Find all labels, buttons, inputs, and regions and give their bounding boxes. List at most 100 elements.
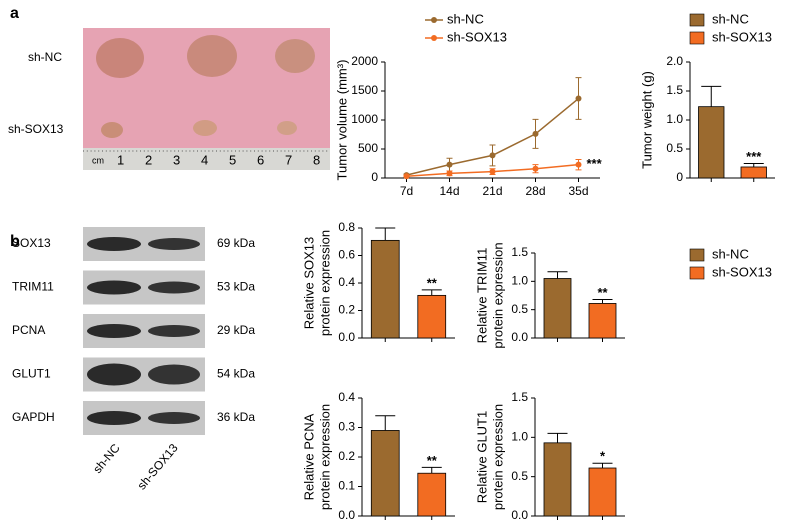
- y-tick-label: 0.5: [511, 469, 528, 483]
- legend-swatch: [689, 13, 705, 27]
- blot-band: [87, 280, 141, 295]
- error-bar: [375, 227, 396, 241]
- y-tick-label: 0.2: [338, 303, 355, 317]
- legend-marker: [431, 17, 437, 23]
- error-bar: [547, 432, 568, 443]
- y-tick-label: 0.6: [338, 248, 355, 262]
- y-tick-label: 0.0: [511, 330, 528, 344]
- blot-band: [87, 363, 141, 386]
- annotation: **: [427, 453, 438, 468]
- x-tick-label: 28d: [525, 184, 545, 198]
- protein-label: TRIM11: [12, 280, 54, 294]
- point: [403, 173, 410, 180]
- y-tick-label: 1000: [351, 112, 378, 126]
- y-axis-label: Tumor weight (g): [639, 71, 654, 169]
- size-label: 29 kDa: [217, 323, 255, 337]
- bar: [588, 303, 617, 339]
- error-bar: [701, 85, 722, 107]
- tumor-photo: [83, 28, 330, 170]
- bar: [417, 294, 447, 339]
- bar: [740, 166, 767, 179]
- ruler-label: 4: [201, 152, 208, 167]
- y-tick-label: 0.2: [338, 449, 355, 463]
- y-tick-label: 0.0: [511, 508, 528, 520]
- y-tick-label: 1.0: [511, 430, 528, 444]
- x-tick-label: 35d: [568, 184, 588, 198]
- bar: [370, 239, 400, 339]
- y-tick-label: 1.5: [666, 83, 683, 97]
- error-bar: [743, 163, 764, 167]
- row-label: sh-NC: [28, 50, 62, 64]
- annotation: ***: [587, 156, 603, 171]
- blot-band: [148, 281, 200, 294]
- blot-band: [148, 364, 200, 385]
- error-bar: [421, 466, 442, 474]
- legend-label: sh-NC: [712, 11, 749, 26]
- y-tick-label: 1.0: [511, 274, 528, 288]
- blot-band: [87, 411, 141, 425]
- point: [446, 161, 453, 168]
- y-tick-label: 0.4: [338, 390, 355, 404]
- y-tick-label: 0.8: [338, 220, 355, 234]
- y-tick-label: 2000: [351, 54, 378, 68]
- ruler-label: 1: [117, 152, 124, 167]
- y-axis-label: Tumor volume (mm³): [334, 60, 349, 181]
- size-label: 69 kDa: [217, 236, 255, 250]
- y-tick-label: 0.1: [338, 479, 355, 493]
- y-tick-label: 0.5: [666, 141, 683, 155]
- y-tick-label: 1.5: [511, 245, 528, 259]
- legend-label: sh-SOX13: [712, 264, 772, 279]
- ruler-label: 8: [313, 152, 320, 167]
- y-axis-label: protein expression: [317, 230, 332, 336]
- x-tick-label: 7d: [400, 184, 413, 198]
- protein-label: SOX13: [12, 236, 51, 250]
- blot-band: [87, 324, 141, 338]
- legend-swatch: [689, 248, 705, 262]
- y-tick-label: 1.0: [666, 112, 683, 126]
- legend-label: sh-SOX13: [447, 29, 507, 44]
- y-tick-label: 0.5: [511, 302, 528, 316]
- bar: [417, 472, 447, 517]
- y-tick-label: 0: [371, 170, 378, 184]
- legend-label: sh-NC: [712, 246, 749, 261]
- size-label: 54 kDa: [217, 367, 255, 381]
- error-bar: [375, 415, 396, 431]
- annotation: **: [597, 285, 608, 300]
- panel-letter: a: [10, 5, 19, 22]
- annotation: ***: [746, 149, 762, 164]
- point: [446, 170, 453, 177]
- y-axis-label: protein expression: [317, 404, 332, 510]
- y-tick-label: 1.5: [511, 390, 528, 404]
- blot-band: [87, 237, 141, 251]
- legend-marker: [431, 35, 437, 41]
- ruler-label: 3: [173, 152, 180, 167]
- size-label: 53 kDa: [217, 280, 255, 294]
- y-tick-label: 0.0: [338, 330, 355, 344]
- bar: [370, 430, 400, 517]
- protein-label: GLUT1: [12, 367, 51, 381]
- point: [575, 161, 582, 168]
- legend-label: sh-NC: [447, 11, 484, 26]
- error-bar: [547, 271, 568, 279]
- y-tick-label: 500: [358, 141, 378, 155]
- legend-swatch: [689, 31, 705, 45]
- y-tick-label: 0.4: [338, 275, 355, 289]
- x-tick-label: 14d: [439, 184, 459, 198]
- ruler-label: 2: [145, 152, 152, 167]
- bar: [698, 106, 725, 179]
- y-axis-label: Relative SOX13: [301, 237, 316, 330]
- blot-band: [148, 412, 200, 424]
- row-label: sh-SOX13: [8, 122, 64, 136]
- size-label: 36 kDa: [217, 410, 255, 424]
- legend-label: sh-SOX13: [712, 29, 772, 44]
- x-tick-label: 21d: [482, 184, 502, 198]
- y-tick-label: 0: [676, 170, 683, 184]
- y-axis-label: Relative TRIM11: [474, 248, 489, 344]
- blot-band: [148, 325, 200, 337]
- y-axis-label: protein expression: [490, 242, 505, 348]
- point: [489, 152, 496, 159]
- point: [532, 165, 539, 172]
- point: [532, 130, 539, 137]
- legend-swatch: [689, 266, 705, 280]
